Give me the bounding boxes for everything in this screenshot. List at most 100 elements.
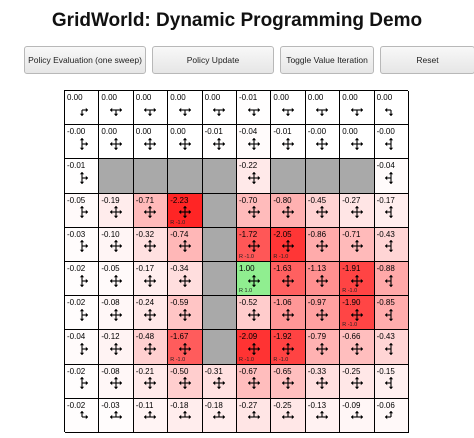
grid-cell[interactable]: -0.18: [202, 398, 237, 433]
grid-cell[interactable]: -0.80: [271, 193, 306, 228]
grid-cell[interactable]: -0.50: [168, 364, 203, 399]
grid-cell[interactable]: -1.06: [271, 296, 306, 331]
grid-cell[interactable]: -0.02: [65, 398, 100, 433]
grid-cell[interactable]: 0.00: [340, 91, 375, 126]
grid-cell[interactable]: -0.12: [99, 330, 134, 365]
grid-cell[interactable]: -1.72 R -1.0: [237, 227, 272, 262]
grid-cell[interactable]: -0.02: [65, 296, 100, 331]
wall-cell[interactable]: [271, 159, 306, 194]
grid-cell[interactable]: 0.00: [168, 125, 203, 160]
grid-cell[interactable]: 0.00: [374, 91, 409, 126]
grid-cell[interactable]: -0.17: [374, 193, 409, 228]
grid-cell[interactable]: 0.00: [133, 125, 169, 160]
grid-cell[interactable]: -0.70: [237, 193, 272, 228]
wall-cell[interactable]: [202, 159, 237, 194]
grid-cell[interactable]: -0.45: [305, 193, 341, 228]
grid-cell[interactable]: -0.06: [374, 398, 409, 433]
grid-cell[interactable]: -0.08: [99, 296, 134, 331]
wall-cell[interactable]: [202, 193, 237, 228]
wall-cell[interactable]: [202, 227, 237, 262]
policy-evaluation-button[interactable]: Policy Evaluation (one sweep): [24, 46, 146, 74]
grid-cell[interactable]: -0.59: [168, 296, 203, 331]
grid-cell[interactable]: -2.05 R -1.0: [271, 227, 306, 262]
grid-cell[interactable]: -0.25: [271, 398, 306, 433]
wall-cell[interactable]: [133, 159, 169, 194]
wall-cell[interactable]: [202, 296, 237, 331]
grid-cell[interactable]: -1.90 R -1.0: [340, 296, 375, 331]
grid-cell[interactable]: -0.71: [133, 193, 169, 228]
grid-cell[interactable]: -0.15: [374, 364, 409, 399]
grid-cell[interactable]: -0.32: [133, 227, 169, 262]
toggle-value-iteration-button[interactable]: Toggle Value Iteration: [280, 46, 374, 74]
grid-cell[interactable]: -0.27: [237, 398, 272, 433]
grid-cell[interactable]: 1.00 R 1.0: [237, 262, 272, 297]
grid-cell[interactable]: -0.00: [65, 125, 100, 160]
wall-cell[interactable]: [168, 159, 203, 194]
grid-cell[interactable]: -0.67: [237, 364, 272, 399]
wall-cell[interactable]: [202, 330, 237, 365]
grid-cell[interactable]: -0.08: [99, 364, 134, 399]
grid-cell[interactable]: -0.05: [65, 193, 100, 228]
grid-cell[interactable]: -0.71: [340, 227, 375, 262]
grid-cell[interactable]: -1.63: [271, 262, 306, 297]
grid-cell[interactable]: -0.10: [99, 227, 134, 262]
grid-cell[interactable]: -0.25: [340, 364, 375, 399]
grid-cell[interactable]: -0.65: [271, 364, 306, 399]
grid-cell[interactable]: 0.00: [65, 91, 100, 126]
grid-cell[interactable]: -0.86: [305, 227, 341, 262]
grid-cell[interactable]: -1.13: [305, 262, 341, 297]
grid-cell[interactable]: 0.00: [271, 91, 306, 126]
policy-update-button[interactable]: Policy Update: [152, 46, 274, 74]
grid-cell[interactable]: -0.11: [133, 398, 169, 433]
grid-cell[interactable]: -0.02: [65, 364, 100, 399]
grid-cell[interactable]: -0.13: [305, 398, 341, 433]
grid-cell[interactable]: -0.00: [374, 125, 409, 160]
grid-cell[interactable]: 0.00: [99, 91, 134, 126]
grid-cell[interactable]: 0.00: [305, 91, 341, 126]
grid-cell[interactable]: -2.23 R -1.0: [168, 193, 203, 228]
grid-cell[interactable]: -0.79: [305, 330, 341, 365]
grid-cell[interactable]: -0.66: [340, 330, 375, 365]
grid-cell[interactable]: -0.31: [202, 364, 237, 399]
grid-cell[interactable]: 0.00: [202, 91, 237, 126]
grid-cell[interactable]: -0.43: [374, 330, 409, 365]
grid-cell[interactable]: 0.00: [340, 125, 375, 160]
grid-cell[interactable]: 0.00: [99, 125, 134, 160]
grid-cell[interactable]: -0.09: [340, 398, 375, 433]
grid-cell[interactable]: -0.21: [133, 364, 169, 399]
grid-cell[interactable]: -1.91 R -1.0: [340, 262, 375, 297]
grid-cell[interactable]: -0.24: [133, 296, 169, 331]
grid-cell[interactable]: -0.33: [305, 364, 341, 399]
grid-cell[interactable]: -0.01: [237, 91, 272, 126]
grid-cell[interactable]: 0.00: [168, 91, 203, 126]
grid-cell[interactable]: -0.04: [374, 159, 409, 194]
grid-cell[interactable]: -0.03: [99, 398, 134, 433]
grid-cell[interactable]: -0.34: [168, 262, 203, 297]
grid-cell[interactable]: -0.74: [168, 227, 203, 262]
wall-cell[interactable]: [202, 262, 237, 297]
reset-button[interactable]: Reset: [380, 46, 474, 74]
grid-cell[interactable]: -0.00: [305, 125, 341, 160]
grid-cell[interactable]: -0.48: [133, 330, 169, 365]
grid-cell[interactable]: -0.04: [237, 125, 272, 160]
grid-cell[interactable]: -0.18: [168, 398, 203, 433]
wall-cell[interactable]: [305, 159, 341, 194]
grid-cell[interactable]: -0.17: [133, 262, 169, 297]
grid-cell[interactable]: -0.97: [305, 296, 341, 331]
grid-cell[interactable]: 0.00: [133, 91, 169, 126]
grid-cell[interactable]: -0.01: [271, 125, 306, 160]
grid-cell[interactable]: -0.22: [237, 159, 272, 194]
grid-cell[interactable]: -0.05: [99, 262, 134, 297]
grid-cell[interactable]: -0.19: [99, 193, 134, 228]
grid-cell[interactable]: -0.85: [374, 296, 409, 331]
grid-cell[interactable]: -2.09 R -1.0: [237, 330, 272, 365]
grid-cell[interactable]: -0.52: [237, 296, 272, 331]
grid-cell[interactable]: -0.88: [374, 262, 409, 297]
wall-cell[interactable]: [99, 159, 134, 194]
grid-cell[interactable]: -0.01: [65, 159, 100, 194]
grid-cell[interactable]: -0.03: [65, 227, 100, 262]
grid-cell[interactable]: -0.43: [374, 227, 409, 262]
grid-cell[interactable]: -0.02: [65, 262, 100, 297]
grid-cell[interactable]: -0.01: [202, 125, 237, 160]
grid-cell[interactable]: -1.67 R -1.0: [168, 330, 203, 365]
